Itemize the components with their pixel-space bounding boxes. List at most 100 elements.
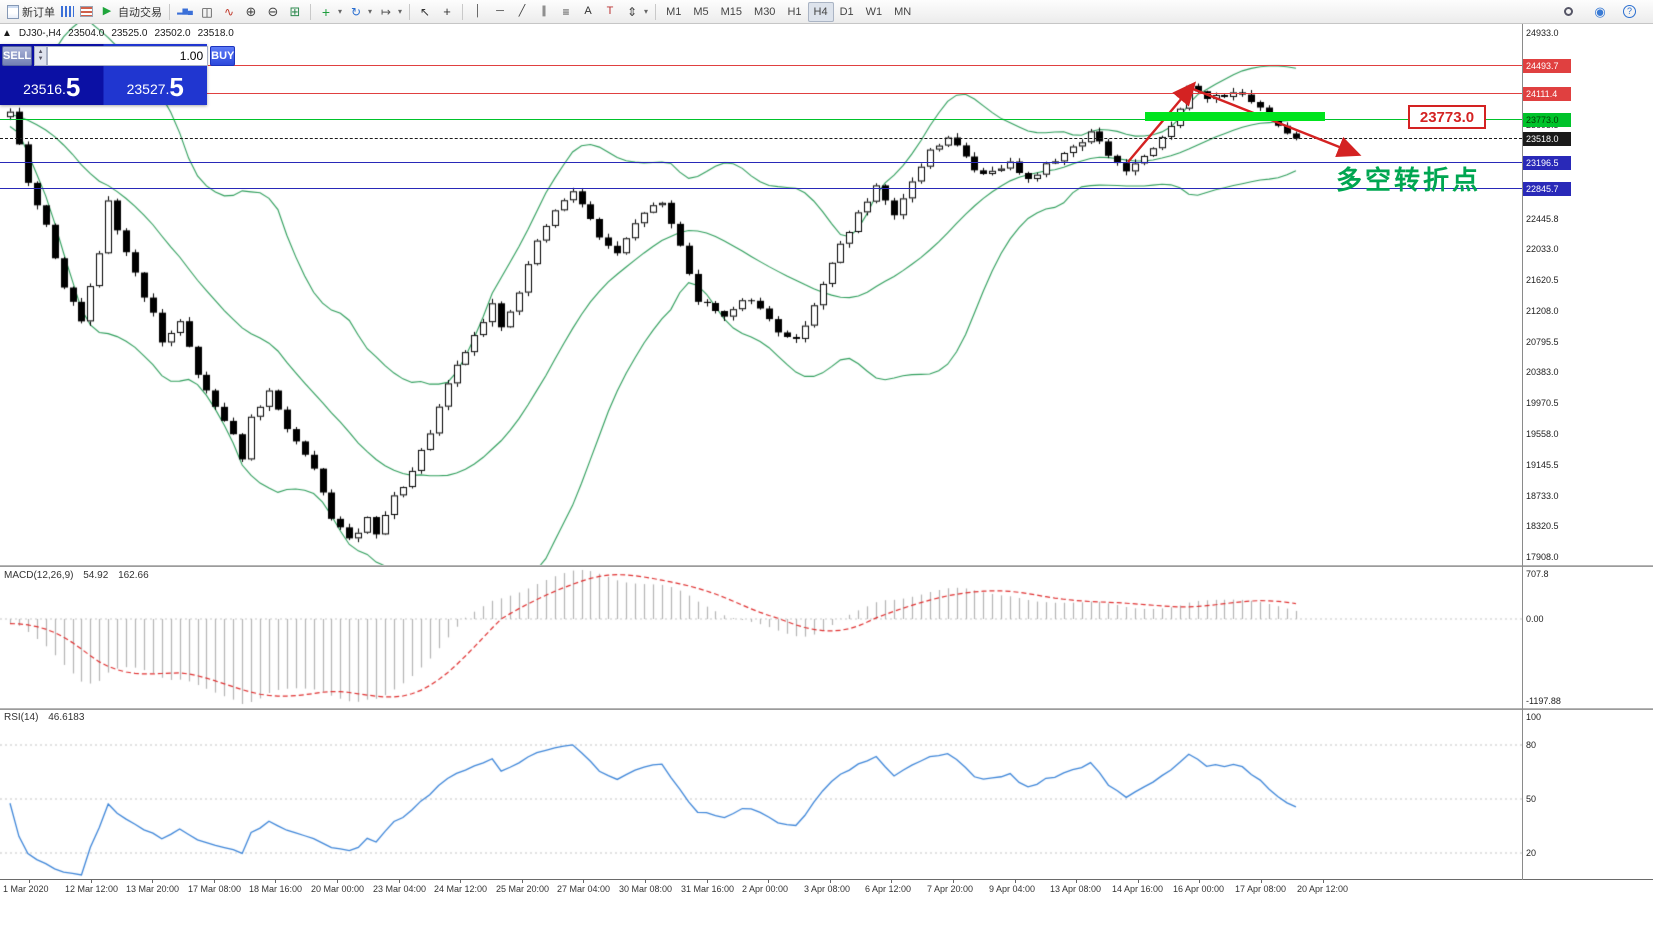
volume-stepper[interactable]: ▲ ▼ bbox=[34, 45, 48, 66]
toolbar-separator bbox=[310, 3, 311, 20]
timeframe-mn-label: MN bbox=[894, 5, 912, 18]
toolbar-group-chart-tools: + ▾ ↻ ▾ ↦ ▾ bbox=[315, 2, 405, 22]
zoom-out-button[interactable]: ⊖ bbox=[262, 2, 284, 22]
autotrading-icon: ▶ bbox=[102, 5, 112, 17]
timeframe-mn[interactable]: MN bbox=[888, 2, 917, 22]
arrows-button[interactable]: ⇕ ▾ bbox=[621, 2, 651, 22]
toolbar-separator bbox=[169, 3, 170, 20]
price-axis-border bbox=[1522, 24, 1523, 880]
rsi-panel-separator[interactable] bbox=[0, 708, 1653, 710]
hline-icon: ─ bbox=[496, 5, 504, 17]
community-button[interactable]: ◉ bbox=[1589, 2, 1611, 22]
bars-icon: ▂▆▄ bbox=[177, 8, 193, 15]
volume-up-icon[interactable]: ▲ bbox=[37, 48, 44, 55]
crosshair-icon: + bbox=[443, 4, 451, 19]
rsi-indicator-header: RSI(14) 46.6183 bbox=[4, 712, 91, 723]
dropdown-caret-icon: ▾ bbox=[398, 7, 403, 16]
market-depth-button[interactable] bbox=[77, 2, 96, 22]
price-chart-canvas[interactable] bbox=[0, 24, 1522, 901]
support-zone-bar-object[interactable] bbox=[1145, 112, 1325, 121]
bar-chart-button[interactable]: ▂▆▄ bbox=[174, 2, 196, 22]
zoom-in-icon: ⊕ bbox=[245, 4, 257, 19]
line-chart-button[interactable]: ∿ bbox=[218, 2, 240, 22]
text-label-button[interactable]: T bbox=[599, 2, 621, 22]
collapse-trade-panel-icon[interactable]: ▲ bbox=[2, 28, 12, 39]
timeframe-m1[interactable]: M1 bbox=[660, 2, 687, 22]
price-callout-box[interactable]: 23773.0 bbox=[1408, 105, 1486, 129]
close-value: 23518.0 bbox=[197, 28, 234, 39]
toolbar-separator bbox=[655, 3, 657, 20]
sell-button[interactable]: SELL bbox=[2, 45, 33, 66]
price-axis[interactable] bbox=[1523, 24, 1653, 879]
new-order-icon bbox=[7, 4, 19, 19]
rsi-value: 46.6183 bbox=[48, 712, 85, 723]
timeframe-m5[interactable]: M5 bbox=[687, 2, 714, 22]
add-indicator-button[interactable]: + ▾ bbox=[315, 2, 345, 22]
grid-button[interactable]: ⊞ bbox=[284, 2, 306, 22]
dropdown-caret-icon: ▾ bbox=[644, 7, 649, 16]
cursor-button[interactable]: ↖ bbox=[414, 2, 436, 22]
candlestick-chart-button[interactable]: ◫ bbox=[196, 2, 218, 22]
timeframe-m5-label: M5 bbox=[693, 5, 709, 18]
buy-button[interactable]: BUY bbox=[210, 45, 236, 66]
timeframe-m30[interactable]: M30 bbox=[748, 2, 781, 22]
toolbar-group-timeframes: M1 M5 M15 M30 H1 H4 D1 W1 MN bbox=[660, 1, 917, 22]
toolbar-right-icons: ◉? bbox=[1561, 2, 1639, 22]
symbol-period-label: DJ30-,H4 bbox=[18, 28, 62, 39]
horizontal-line-button[interactable]: ─ bbox=[489, 2, 511, 22]
timeframe-h4-label: H4 bbox=[813, 5, 828, 18]
buy-price-main: 23527. bbox=[126, 81, 170, 97]
one-click-trading-panel: SELL ▲ ▼ BUY 23516.5 23527.5 bbox=[0, 44, 236, 105]
crosshair-button[interactable]: + bbox=[436, 2, 458, 22]
refresh-icon: ↻ bbox=[350, 4, 362, 19]
timeframe-d1[interactable]: D1 bbox=[834, 2, 860, 22]
timeframe-h1[interactable]: H1 bbox=[781, 2, 807, 22]
help-button[interactable]: ? bbox=[1620, 2, 1639, 22]
turning-point-label[interactable]: 多空转折点 bbox=[1336, 165, 1482, 195]
timeframe-h1-label: H1 bbox=[787, 5, 802, 18]
new-order-button[interactable]: 新订单 bbox=[4, 2, 58, 22]
text-button[interactable]: A bbox=[577, 2, 599, 22]
fibonacci-button[interactable]: ≡ bbox=[555, 2, 577, 22]
timeframe-h4[interactable]: H4 bbox=[807, 1, 834, 22]
auto-scroll-button[interactable]: ↻ ▾ bbox=[345, 2, 375, 22]
high-value: 23525.0 bbox=[111, 28, 148, 39]
macd-signal-value: 162.66 bbox=[118, 570, 149, 581]
timeframe-w1[interactable]: W1 bbox=[860, 2, 889, 22]
line-icon: ∿ bbox=[223, 4, 235, 19]
chart-shift-button[interactable]: ↦ ▾ bbox=[375, 2, 405, 22]
macd-panel-separator[interactable] bbox=[0, 565, 1653, 567]
search-icon bbox=[1564, 7, 1573, 16]
trendline-icon: ╱ bbox=[518, 5, 526, 17]
macd-label: MACD(12,26,9) bbox=[4, 570, 74, 581]
buy-price[interactable]: 23527. 5 bbox=[104, 67, 208, 103]
trendline-button[interactable]: ╱ bbox=[511, 2, 533, 22]
depth-icon bbox=[80, 6, 93, 17]
equidistant-channel-button[interactable]: ∥ bbox=[533, 2, 555, 22]
text-icon: A bbox=[584, 5, 592, 17]
sell-price-big-digit: 5 bbox=[65, 72, 81, 102]
plus-icon: + bbox=[321, 3, 331, 20]
macd-value: 54.92 bbox=[83, 570, 109, 581]
search-button[interactable] bbox=[1561, 2, 1580, 22]
chart-ohlc-header: ▲ DJ30-,H4 23504.0 23525.0 23502.0 23518… bbox=[2, 28, 241, 39]
tick-chart-icon bbox=[61, 6, 74, 17]
vertical-line-button[interactable]: │ bbox=[467, 2, 489, 22]
grid-icon: ⊞ bbox=[289, 4, 301, 19]
autotrading-button[interactable]: ▶ 自动交易 bbox=[96, 2, 165, 22]
person-icon: ◉ bbox=[1594, 4, 1606, 19]
timeframe-m15-label: M15 bbox=[720, 5, 743, 18]
channel-icon: ∥ bbox=[541, 5, 547, 17]
sell-price[interactable]: 23516. 5 bbox=[0, 67, 104, 103]
volume-down-icon[interactable]: ▼ bbox=[37, 55, 44, 62]
time-axis-border bbox=[0, 879, 1653, 880]
volume-input[interactable] bbox=[47, 45, 209, 66]
timeframe-d1-label: D1 bbox=[839, 5, 854, 18]
timeframe-m15[interactable]: M15 bbox=[715, 2, 748, 22]
shift-icon: ↦ bbox=[381, 4, 392, 19]
time-axis[interactable] bbox=[0, 880, 1653, 900]
chart-window-button[interactable] bbox=[58, 2, 77, 22]
zoom-in-button[interactable]: ⊕ bbox=[240, 2, 262, 22]
vline-icon: │ bbox=[474, 5, 482, 17]
